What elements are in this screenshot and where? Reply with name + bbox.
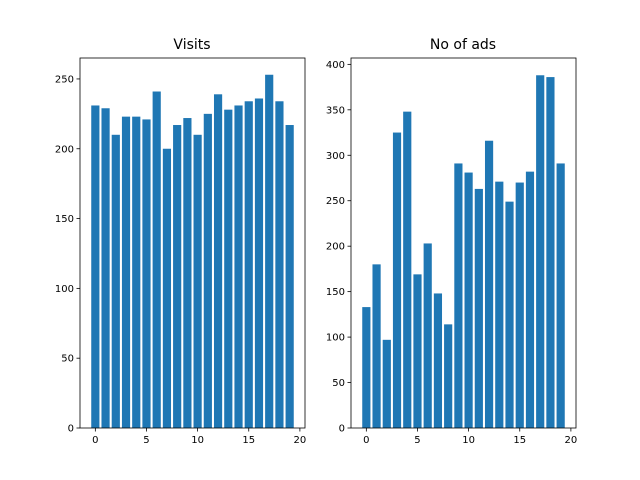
x-tick-label: 0	[363, 435, 369, 446]
bar	[285, 125, 294, 429]
bar	[193, 134, 202, 429]
bar	[101, 108, 110, 428]
bar	[515, 182, 524, 428]
y-tick-label: 200	[326, 242, 345, 253]
bar	[362, 307, 371, 428]
bar	[392, 132, 402, 429]
bar	[444, 324, 453, 428]
x-tick-label: 20	[565, 435, 578, 446]
bar	[484, 140, 494, 429]
bar	[183, 118, 192, 428]
bar	[132, 116, 141, 428]
bar	[203, 113, 212, 428]
bar	[152, 91, 161, 428]
plot-frame	[350, 57, 577, 429]
bar	[224, 109, 233, 428]
bar	[173, 125, 182, 429]
y-tick-label: 50	[332, 378, 345, 389]
bar	[525, 171, 535, 428]
bar	[382, 339, 391, 428]
chart-title: No of ads	[430, 37, 496, 53]
chart-title: Visits	[173, 37, 210, 53]
bar	[244, 101, 253, 428]
bar	[556, 163, 565, 428]
x-tick-label: 5	[143, 435, 149, 446]
x-tick-label: 20	[294, 435, 307, 446]
x-tick-label: 10	[191, 435, 204, 446]
y-tick-label: 400	[326, 60, 345, 71]
bar	[111, 134, 120, 429]
x-tick-label: 15	[513, 435, 526, 446]
bar	[495, 181, 504, 428]
y-tick-label: 300	[326, 151, 345, 162]
bar	[454, 163, 463, 428]
bar	[423, 243, 432, 428]
chart-no-of-ads: No of ads 0 5 10 15 200501001502002503003504…	[326, 37, 577, 446]
y-tick-label: 0	[68, 424, 74, 435]
y-tick-label: 50	[61, 354, 74, 365]
plot-frame	[79, 57, 306, 429]
y-tick-label: 100	[326, 333, 345, 344]
x-tick-label: 0	[92, 435, 98, 446]
bar	[162, 148, 172, 428]
bar	[213, 94, 223, 429]
y-tick-label: 250	[326, 196, 345, 207]
bar	[372, 264, 381, 428]
y-tick-label: 250	[55, 74, 74, 85]
bar	[536, 75, 545, 429]
bar	[265, 74, 274, 428]
bar	[403, 111, 412, 428]
y-tick-label: 200	[55, 144, 74, 155]
bar	[474, 188, 483, 428]
x-tick-label: 15	[242, 435, 255, 446]
bar-group	[362, 75, 565, 429]
bar	[505, 201, 514, 428]
bar-group	[91, 74, 294, 429]
bar	[433, 293, 443, 428]
bar	[254, 98, 264, 429]
y-tick-label: 150	[326, 287, 345, 298]
y-tick-label: 150	[55, 214, 74, 225]
y-tick-label: 100	[55, 284, 74, 295]
y-tick-label: 0	[339, 424, 345, 435]
x-tick-label: 5	[414, 435, 420, 446]
bar	[142, 119, 151, 429]
bar	[121, 116, 131, 428]
bar	[413, 274, 422, 428]
bar	[91, 105, 100, 428]
bar	[234, 105, 243, 428]
x-tick-label: 10	[462, 435, 475, 446]
bar	[464, 172, 473, 428]
bar	[275, 101, 284, 428]
y-tick-label: 350	[326, 105, 345, 116]
bar	[546, 77, 555, 428]
